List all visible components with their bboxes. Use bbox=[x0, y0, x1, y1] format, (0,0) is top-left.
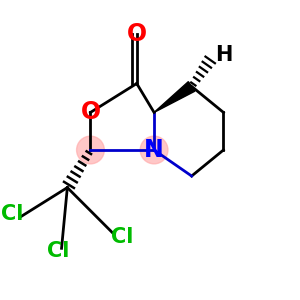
Text: Cl: Cl bbox=[1, 204, 24, 224]
Text: Cl: Cl bbox=[47, 241, 70, 261]
Text: N: N bbox=[144, 138, 164, 162]
Text: O: O bbox=[80, 100, 100, 124]
Circle shape bbox=[76, 136, 104, 164]
Polygon shape bbox=[154, 82, 195, 112]
Text: H: H bbox=[215, 45, 232, 64]
Text: Cl: Cl bbox=[111, 227, 134, 247]
Text: O: O bbox=[127, 22, 147, 46]
Circle shape bbox=[140, 136, 168, 164]
